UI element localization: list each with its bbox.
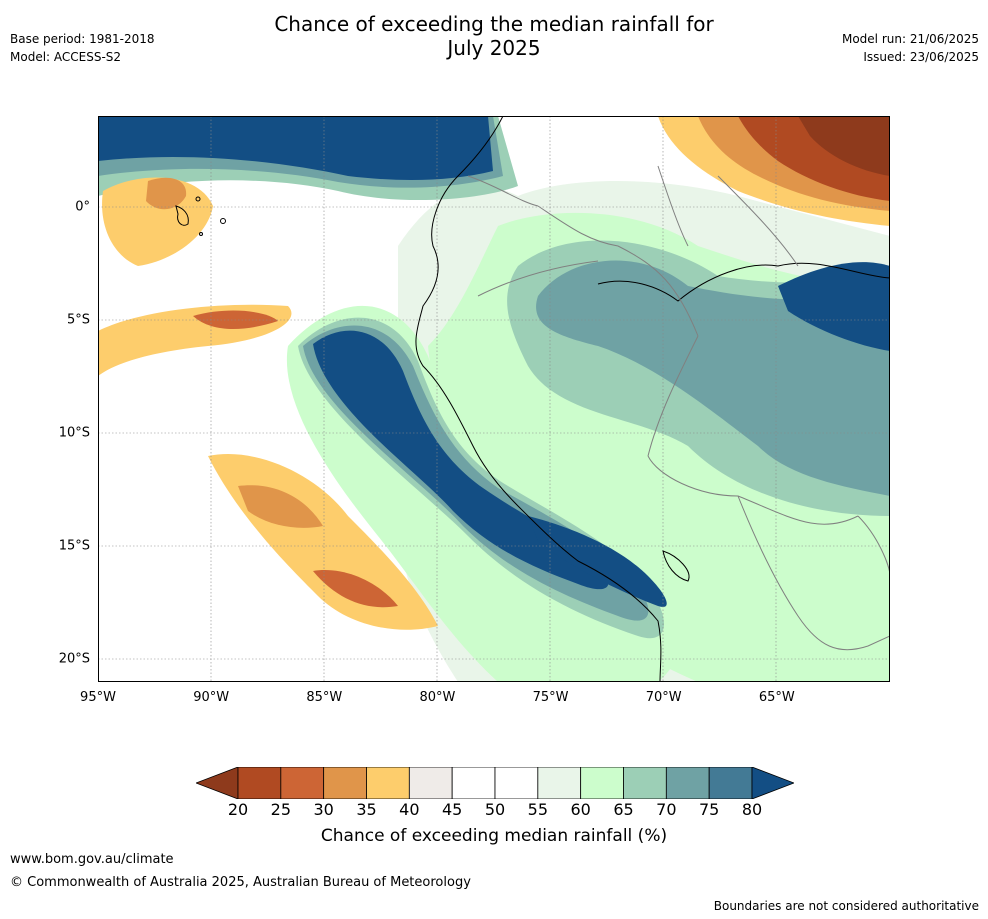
footer-disclaimer: Boundaries are not considered authoritat… [713, 899, 979, 913]
band-80-east [778, 262, 890, 351]
model-name: Model: ACCESS-S2 [10, 50, 122, 64]
colorbar-segment [366, 767, 410, 799]
latitude-label: 0° [75, 199, 90, 215]
colorbar-segment [665, 767, 710, 799]
graticule [98, 116, 890, 682]
amazon-river [597, 262, 890, 302]
colorbar-tick-label: 75 [698, 800, 720, 819]
colorbar-segment [708, 767, 753, 799]
colorbar-tick-label: 60 [570, 800, 591, 819]
colorbar-extend-high [751, 767, 794, 799]
colorbar-tick-label: 80 [741, 800, 763, 819]
footer-url[interactable]: www.bom.gov.au/climate [10, 852, 174, 867]
model-run: Model run: 21/06/2025 [841, 32, 979, 46]
issued-date: Issued: 23/06/2025 [863, 50, 979, 64]
colorbar-label: Chance of exceeding median rainfall (%) [320, 826, 668, 846]
colorbar-segment [237, 767, 282, 799]
band-25-sw [313, 570, 398, 608]
coastline [415, 116, 662, 682]
colorbar-tick-label: 65 [613, 800, 634, 819]
latitude-label: 20°S [58, 651, 90, 667]
longitude-label: 65°W [758, 690, 795, 705]
title-line-2: July 2025 [447, 36, 541, 60]
longitude-label: 90°W [193, 690, 230, 705]
longitude-label: 70°W [645, 690, 682, 705]
band-20-ne [798, 116, 890, 176]
colorbar-tick-label: 55 [527, 800, 549, 819]
colorbar [196, 767, 794, 799]
colorbar-segment [280, 767, 325, 799]
base-period: Base period: 1981-2018 [10, 32, 155, 46]
colorbar-segment [537, 767, 582, 799]
band-75-amazon [536, 260, 890, 496]
colorbar-tick-label: 25 [270, 800, 292, 819]
colorbar-segment [451, 767, 496, 799]
longitude-label: 95°W [80, 690, 116, 705]
galapagos-islands [175, 196, 226, 236]
longitude-label: 75°W [532, 690, 569, 705]
latitude-label: 10°S [58, 425, 90, 441]
meta-right: Model run: 21/06/2025 Issued: 23/06/2025 [842, 30, 979, 66]
colorbar-tick-label: 20 [227, 800, 249, 819]
colorbar-tick-label: 50 [484, 800, 506, 819]
longitude-label: 80°W [419, 690, 456, 705]
band-30-galapagos [146, 177, 187, 210]
band-80-nw [98, 116, 493, 181]
colorbar-tick-label: 40 [399, 800, 420, 819]
map-border [98, 116, 890, 682]
colorbar-extend-low [196, 767, 239, 799]
colorbar-segment [580, 767, 624, 799]
colorbar-segment [494, 767, 539, 799]
colorbar-segment [408, 767, 453, 799]
country-borders [467, 165, 890, 651]
colorbar-tick-label: 30 [313, 800, 334, 819]
rainfall-map [98, 116, 890, 682]
title-line-1: Chance of exceeding the median rainfall … [274, 12, 714, 36]
longitude-label: 85°W [306, 690, 343, 705]
map-title: Chance of exceeding the median rainfall … [0, 12, 988, 60]
colorbar-tick-label: 45 [441, 800, 463, 819]
colorbar-tick-label: 35 [356, 800, 377, 819]
colorbar-tick-label: 70 [656, 800, 677, 819]
band-35-galapagos [102, 177, 213, 266]
meta-left: Base period: 1981-2018 Model: ACCESS-S2 [10, 30, 155, 66]
colorbar-segment [323, 767, 367, 799]
band-30-sw [238, 485, 323, 528]
lake-titicaca [662, 550, 690, 582]
latitude-label: 5°S [66, 312, 90, 328]
footer-copyright: © Commonwealth of Australia 2025, Austra… [10, 875, 471, 890]
band-80-coast-south [528, 516, 667, 607]
colorbar-segment [623, 767, 667, 799]
latitude-label: 15°S [58, 538, 90, 554]
